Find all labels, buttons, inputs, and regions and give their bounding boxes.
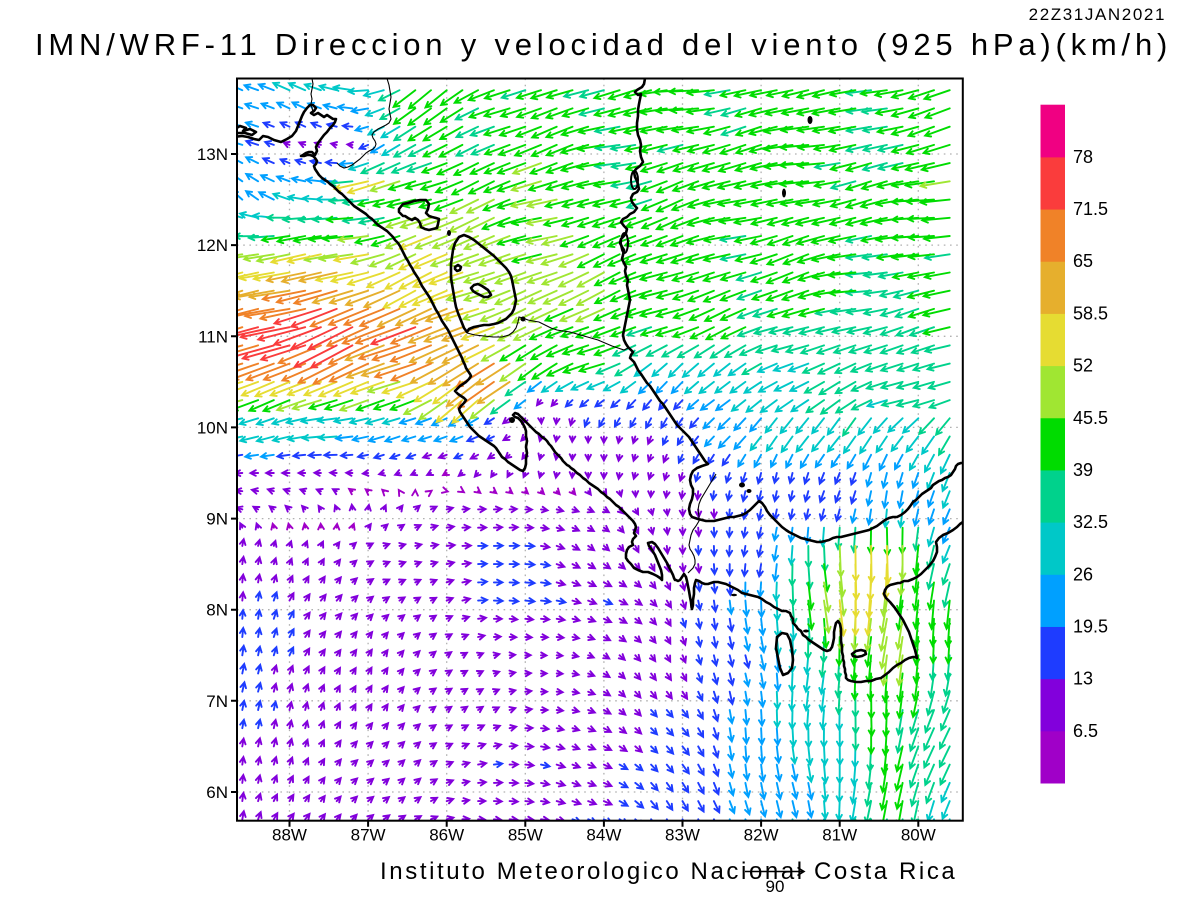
svg-text:32.5: 32.5	[1073, 512, 1108, 532]
svg-text:26: 26	[1073, 564, 1093, 584]
svg-text:6.5: 6.5	[1073, 721, 1098, 741]
svg-text:58.5: 58.5	[1073, 303, 1108, 323]
svg-text:52: 52	[1073, 356, 1093, 376]
svg-text:12N: 12N	[197, 236, 228, 255]
svg-text:7N: 7N	[206, 692, 228, 711]
svg-text:39: 39	[1073, 460, 1093, 480]
svg-text:87W: 87W	[351, 826, 386, 845]
svg-text:81W: 81W	[822, 826, 857, 845]
svg-text:45.5: 45.5	[1073, 408, 1108, 428]
svg-text:9N: 9N	[206, 510, 228, 529]
svg-text:Instituto Meteorologico Nacion: Instituto Meteorologico Nacional Costa R…	[380, 858, 957, 885]
svg-text:13N: 13N	[197, 145, 228, 164]
svg-text:86W: 86W	[429, 826, 464, 845]
svg-text:13: 13	[1073, 669, 1093, 689]
svg-text:11N: 11N	[198, 327, 228, 346]
svg-text:85W: 85W	[508, 826, 543, 845]
svg-text:83W: 83W	[665, 826, 700, 845]
svg-text:65: 65	[1073, 251, 1093, 271]
svg-text:84W: 84W	[586, 826, 621, 845]
svg-text:22Z31JAN2021: 22Z31JAN2021	[1029, 5, 1166, 24]
svg-text:10N: 10N	[197, 418, 228, 437]
svg-text:71.5: 71.5	[1073, 199, 1108, 219]
svg-text:90: 90	[766, 877, 785, 896]
svg-text:IMN/WRF-11 Direccion y velocid: IMN/WRF-11 Direccion y velocidad del vie…	[35, 27, 1172, 62]
svg-text:88W: 88W	[272, 826, 307, 845]
svg-text:19.5: 19.5	[1073, 617, 1108, 637]
svg-text:80W: 80W	[901, 826, 936, 845]
svg-text:8N: 8N	[206, 601, 228, 620]
svg-text:6N: 6N	[206, 783, 228, 802]
svg-text:78: 78	[1073, 147, 1093, 167]
svg-text:82W: 82W	[744, 826, 779, 845]
